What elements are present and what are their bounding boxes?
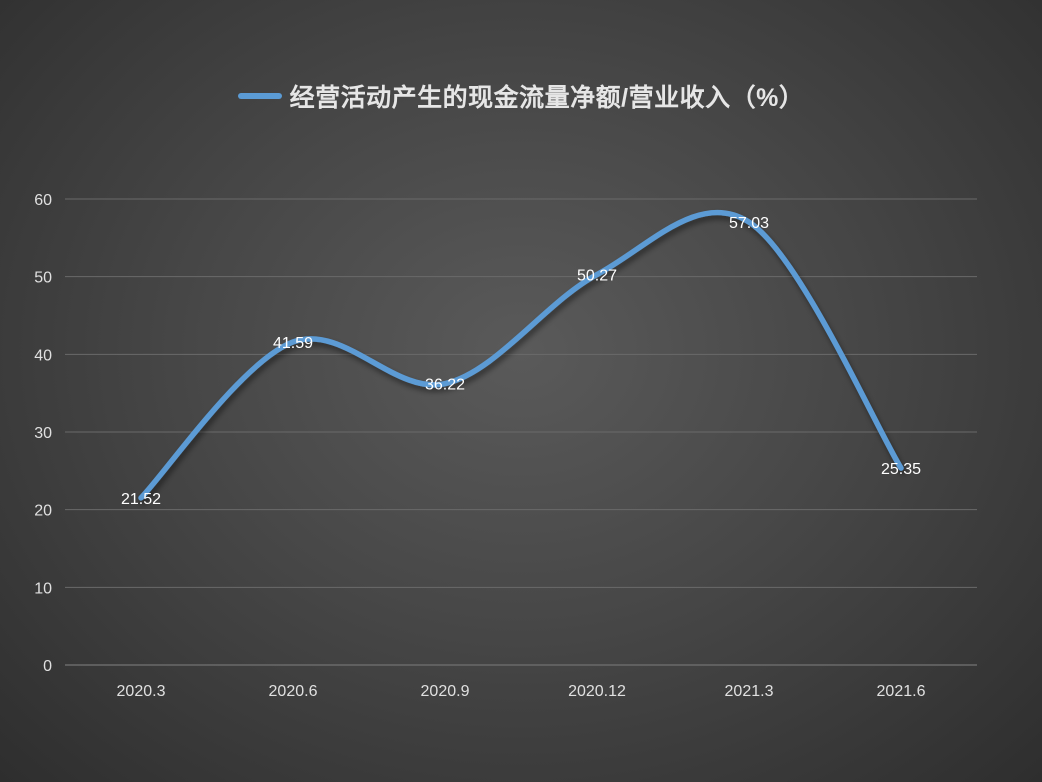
legend-label: 经营活动产生的现金流量净额/营业收入（%） [289, 84, 805, 112]
x-tick-label: 2021.3 [725, 683, 774, 700]
y-tick-label: 30 [34, 425, 52, 442]
y-tick-label: 10 [34, 580, 52, 597]
data-label: 36.22 [425, 377, 465, 394]
y-tick-label: 20 [34, 503, 52, 520]
y-tick-label: 60 [34, 192, 52, 209]
data-label: 25.35 [881, 461, 921, 478]
x-tick-label: 2020.9 [421, 683, 470, 700]
y-tick-label: 50 [34, 270, 52, 287]
x-tick-label: 2020.12 [568, 683, 626, 700]
data-label: 50.27 [577, 268, 617, 285]
data-label: 57.03 [729, 215, 769, 232]
series-line [138, 209, 904, 501]
y-tick-label: 0 [43, 658, 52, 675]
legend-swatch [237, 93, 282, 99]
x-tick-label: 2020.6 [269, 683, 318, 700]
legend: 经营活动产生的现金流量净额/营业收入（%） [0, 78, 1042, 114]
data-label: 41.59 [273, 335, 313, 352]
data-label: 21.52 [121, 491, 161, 508]
x-tick-label: 2020.3 [117, 683, 166, 700]
y-tick-label: 40 [34, 347, 52, 364]
x-tick-label: 2021.6 [877, 683, 926, 700]
